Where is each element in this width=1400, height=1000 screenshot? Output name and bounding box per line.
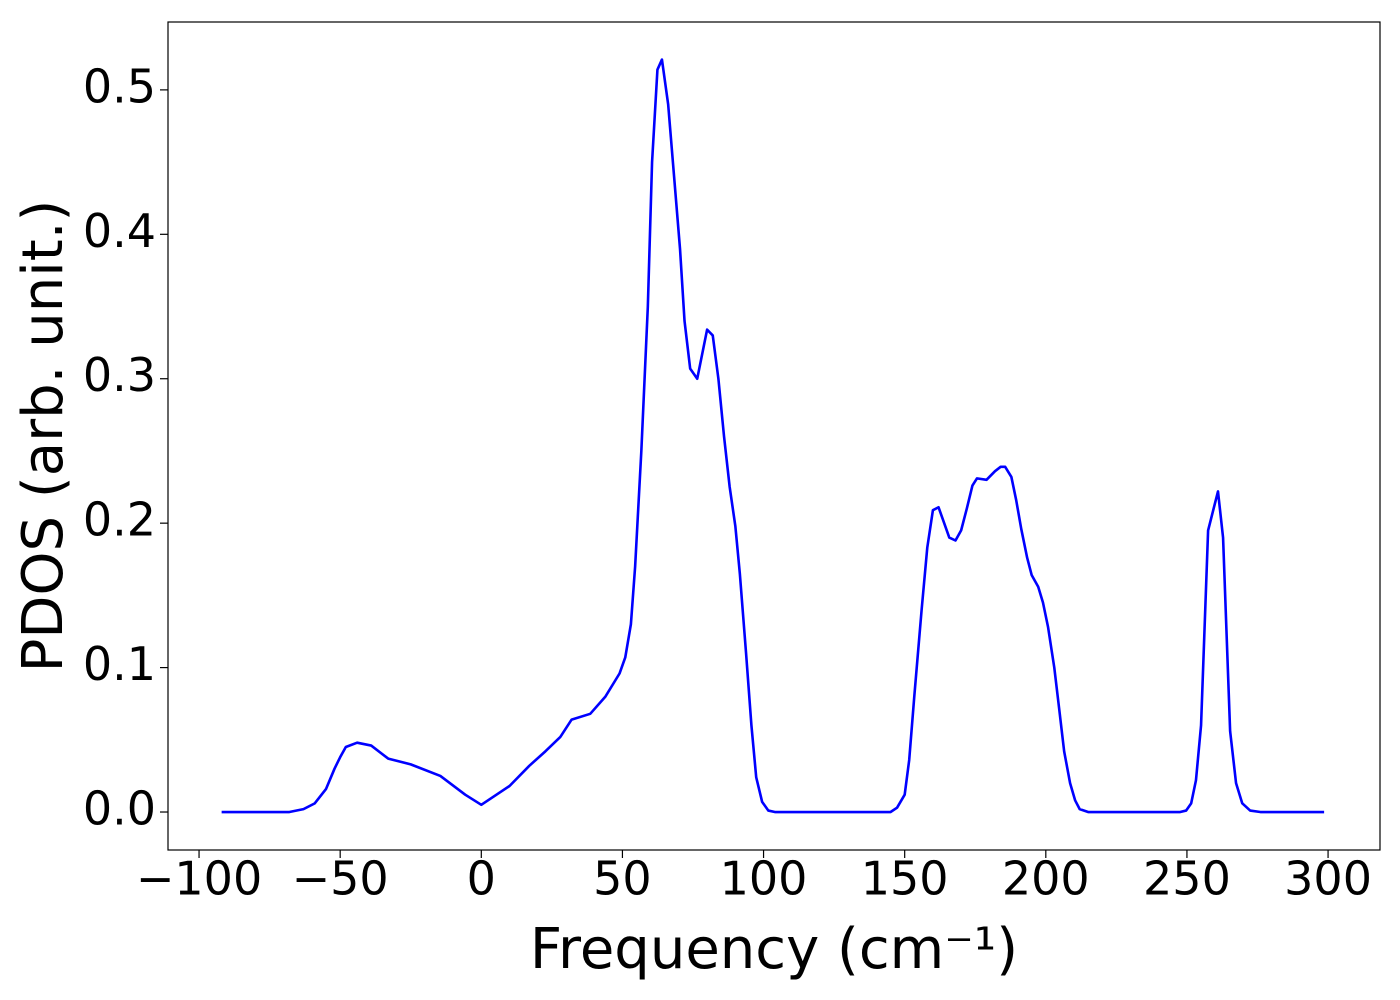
- x-tick-label: 0: [467, 852, 496, 906]
- y-tick-label: 0.4: [83, 204, 156, 258]
- x-tick-label: 300: [1284, 852, 1372, 906]
- data-line: [221, 58, 1325, 814]
- y-axis-label: PDOS (arb. unit.): [11, 200, 76, 673]
- plot-frame: [167, 21, 1381, 851]
- y-tick-label: 0.3: [83, 348, 156, 402]
- y-tick-label: 0.0: [83, 782, 156, 836]
- x-axis-label: Frequency (cm⁻¹): [530, 917, 1018, 982]
- x-tick-label: −100: [136, 852, 262, 906]
- x-tick-label: 50: [593, 852, 652, 906]
- y-tick-label: 0.2: [83, 493, 156, 547]
- x-tick-label: 250: [1143, 852, 1231, 906]
- y-tick-label: 0.5: [83, 59, 156, 113]
- x-tick-label: 100: [720, 852, 808, 906]
- x-tick-label: 200: [1002, 852, 1090, 906]
- x-tick-label: 150: [861, 852, 949, 906]
- y-tick-label: 0.1: [83, 637, 156, 691]
- x-tick-label: −50: [292, 852, 389, 906]
